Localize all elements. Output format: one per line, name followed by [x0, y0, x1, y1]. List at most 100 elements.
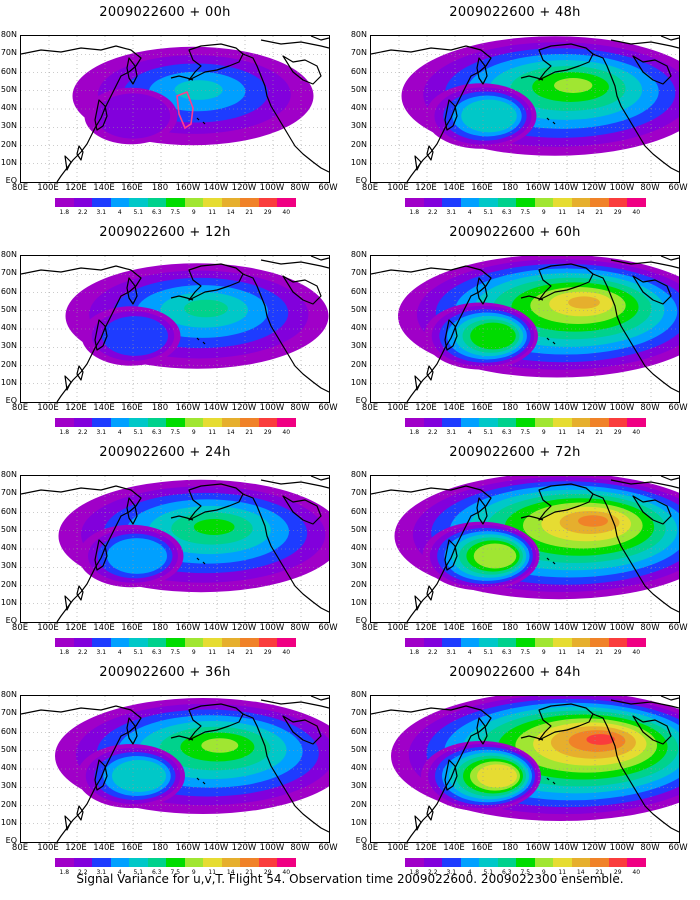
coastline — [126, 277, 138, 305]
colorbar-swatch — [147, 858, 166, 867]
longitude-label: 160E — [121, 843, 143, 853]
longitude-label: 80W — [290, 843, 310, 853]
colorbar-tick-label: 29 — [613, 209, 622, 216]
colorbar-swatch — [442, 418, 461, 427]
latitude-label: 70N — [0, 488, 17, 498]
colorbar-swatch — [460, 638, 479, 647]
latitude-label: 80N — [0, 250, 17, 259]
colorbar-swatch — [166, 858, 185, 867]
coastline — [282, 495, 322, 525]
colorbar-tick-label: 9 — [541, 869, 546, 876]
panel-title: 2009022600 + 72h — [449, 445, 581, 460]
colorbar-tick-label: 40 — [282, 649, 291, 656]
colorbar-swatch — [92, 638, 111, 647]
coastline — [76, 145, 84, 161]
colorbar-swatch — [590, 198, 609, 207]
colorbar-swatch — [110, 198, 129, 207]
colorbar-ticks: 1.8 2.2 3.1 4 5.1 6.3 7.5 9 11 14 21 29 40 — [55, 429, 295, 438]
coastline — [282, 275, 322, 305]
coastline — [282, 55, 322, 85]
colorbar-tick-label: 21 — [595, 649, 604, 656]
variance-contour-band — [102, 316, 168, 356]
longitude-label: 120W — [581, 403, 607, 413]
longitude-label: 60W — [318, 183, 338, 193]
coastline — [610, 259, 679, 269]
colorbar-swatch — [92, 858, 111, 867]
colorbar-tick-label: 4 — [467, 869, 472, 876]
colorbar-swatch — [516, 418, 535, 427]
coastline — [126, 717, 138, 745]
latitude-label: 60N — [0, 286, 17, 296]
longitude-label: 140W — [203, 843, 229, 853]
longitude-label: 120E — [415, 843, 437, 853]
latitude-axis: 80N 70N 60N 50N 40N 30N 20N 10N EQ — [350, 691, 369, 845]
latitude-label: 50N — [0, 524, 17, 534]
colorbar-tick-label: 9 — [541, 209, 546, 216]
colorbar-swatch — [590, 418, 609, 427]
panel-title: 2009022600 + 36h — [99, 665, 231, 680]
latitude-label: 10N — [0, 377, 17, 387]
longitude-label: 160W — [175, 183, 201, 193]
colorbar-tick-label: 21 — [245, 649, 254, 656]
colorbar-tick-label: 40 — [282, 429, 291, 436]
longitude-label: 120E — [65, 843, 87, 853]
longitude-label: 180 — [501, 623, 519, 633]
latitude-label: 40N — [350, 543, 367, 552]
colorbar-tick-label: 2.2 — [427, 429, 438, 436]
colorbar-tick-label: 7.5 — [170, 869, 181, 876]
latitude-axis: 80N 70N 60N 50N 40N 30N 20N 10N EQ — [0, 251, 19, 405]
latitude-label: 70N — [350, 488, 367, 498]
colorbar-swatch — [590, 858, 609, 867]
colorbar-tick-label: 29 — [263, 869, 272, 876]
colorbar-swatch — [608, 418, 627, 427]
coastline — [202, 781, 206, 785]
colorbar-tick-label: 3.1 — [96, 209, 107, 216]
colorbar-tick-label: 7.5 — [520, 869, 531, 876]
colorbar-swatch — [166, 638, 185, 647]
variance-contour-band — [201, 738, 239, 753]
longitude-label: 60W — [668, 183, 688, 193]
longitude-label: 80W — [290, 183, 310, 193]
colorbar — [55, 858, 296, 867]
colorbar-swatch — [277, 198, 296, 207]
colorbar-tick-label: 3.1 — [446, 649, 457, 656]
variance-contour-band — [461, 99, 517, 133]
colorbar-ticks: 1.8 2.2 3.1 4 5.1 6.3 7.5 9 11 14 21 29 40 — [405, 209, 645, 218]
colorbar-tick-label: 11 — [558, 869, 567, 876]
colorbar-tick-label: 6.3 — [501, 209, 512, 216]
coastline — [310, 476, 329, 481]
colorbar-tick-label: 3.1 — [446, 429, 457, 436]
colorbar-tick-label: 11 — [558, 209, 567, 216]
colorbar-tick-label: 4 — [117, 429, 122, 436]
coastline — [260, 699, 329, 709]
colorbar-swatch — [55, 418, 74, 427]
colorbar-swatch — [184, 858, 203, 867]
map-plot — [20, 695, 330, 843]
figure-caption: Signal Variance for u,v,T. Flight 54. Ob… — [76, 872, 624, 886]
colorbar-tick-label: 11 — [558, 429, 567, 436]
colorbar-tick-label: 1.8 — [59, 429, 70, 436]
coastline — [196, 777, 200, 781]
longitude-label: 140W — [203, 403, 229, 413]
latitude-label: 60N — [0, 506, 17, 516]
longitude-label: 180 — [151, 623, 169, 633]
colorbar-swatch — [497, 858, 516, 867]
colorbar-swatch — [405, 638, 424, 647]
coastline — [310, 696, 329, 701]
longitude-label: 160E — [471, 183, 493, 193]
coastline — [592, 493, 679, 613]
latitude-label: 80N — [350, 250, 367, 259]
longitude-axis: 80E 100E 120E 140E 160E 180 160W 140W 120W 100W 80… — [362, 183, 688, 193]
colorbar-swatch — [571, 858, 590, 867]
colorbar-tick-label: 7.5 — [170, 649, 181, 656]
colorbar-swatch — [73, 638, 92, 647]
longitude-label: 80W — [640, 623, 660, 633]
longitude-axis: 80E 100E 120E 140E 160E 180 160W 140W 120W 100W 80… — [362, 843, 688, 853]
colorbar-swatch — [110, 638, 129, 647]
coastline — [426, 585, 434, 601]
map-plot — [370, 35, 680, 183]
coastline — [538, 263, 594, 301]
coastline — [64, 375, 72, 391]
colorbar-tick-label: 14 — [226, 429, 235, 436]
colorbar-tick-label: 6.3 — [501, 869, 512, 876]
